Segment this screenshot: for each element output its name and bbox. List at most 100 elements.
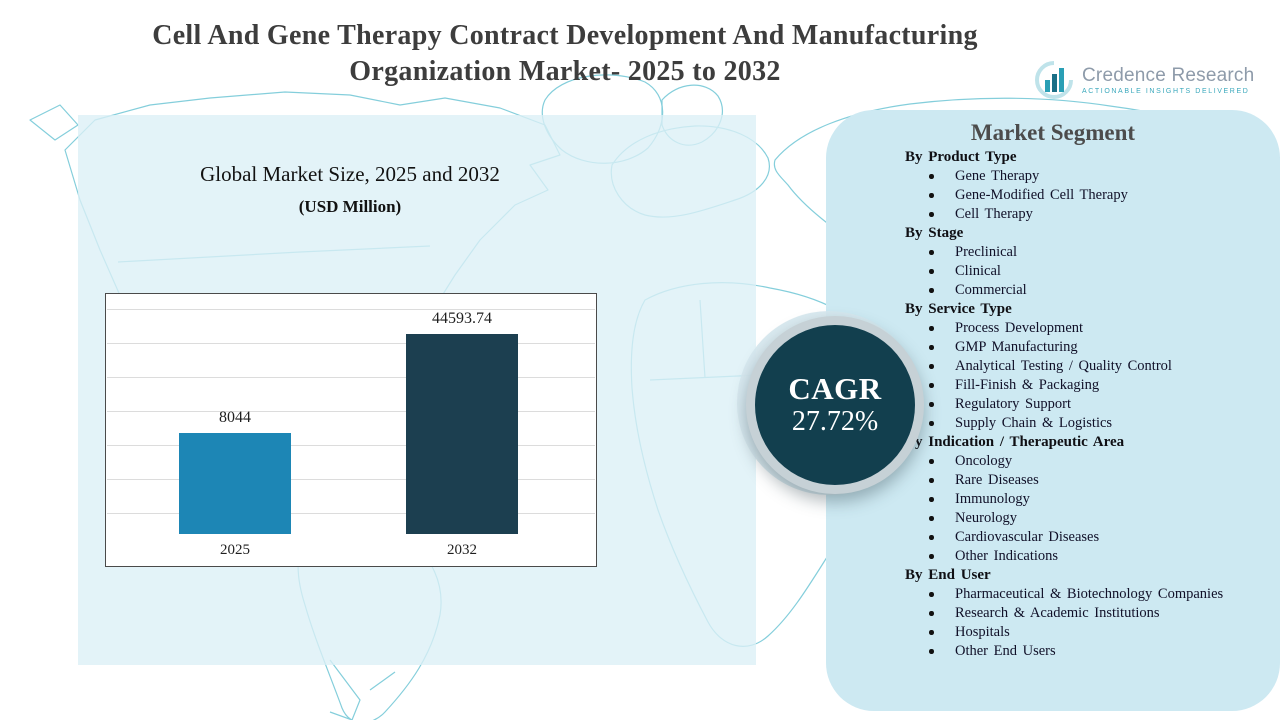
segment-heading: By Stage: [905, 225, 964, 241]
list-item: Neurology: [905, 509, 1266, 528]
cagr-badge: CAGR 27.72%: [746, 316, 924, 494]
segment-heading: By Product Type: [905, 149, 1017, 165]
list-item: Process Development: [905, 319, 1266, 338]
list-item-label: GMP Manufacturing: [955, 339, 1078, 355]
bullet-icon: [929, 649, 934, 654]
list-item-label: Clinical: [955, 263, 1001, 279]
segment-group-service-type: By Service Type Process Development GMP …: [905, 300, 1266, 433]
list-item-label: Preclinical: [955, 244, 1018, 260]
page-title: Cell And Gene Therapy Contract Developme…: [60, 18, 1070, 90]
segment-heading: By End User: [905, 567, 991, 583]
brand-logo: Credence Research Actionable Insights De…: [1034, 60, 1270, 100]
cagr-label: CAGR: [788, 371, 882, 406]
list-item: GMP Manufacturing: [905, 338, 1266, 357]
bar-2025: [179, 433, 291, 534]
list-item-label: Cell Therapy: [955, 206, 1033, 222]
list-item: Preclinical: [905, 243, 1266, 262]
list-item: Pharmaceutical & Biotechnology Companies: [905, 585, 1266, 604]
segment-list: Pharmaceutical & Biotechnology Companies…: [905, 585, 1266, 661]
list-item: Oncology: [905, 452, 1266, 471]
list-item: Rare Diseases: [905, 471, 1266, 490]
list-item: Analytical Testing / Quality Control: [905, 357, 1266, 376]
page-title-line-1: Cell And Gene Therapy Contract Developme…: [152, 20, 978, 51]
list-item-label: Commercial: [955, 282, 1027, 298]
bullet-icon: [929, 288, 934, 293]
bullet-icon: [929, 250, 934, 255]
list-item: Immunology: [905, 490, 1266, 509]
segment-group-indication: By Indication / Therapeutic Area Oncolog…: [905, 433, 1266, 566]
bullet-icon: [929, 497, 934, 502]
bullet-icon: [929, 193, 934, 198]
list-item-label: Supply Chain & Logistics: [955, 415, 1113, 431]
bullet-icon: [929, 269, 934, 274]
bullet-icon: [929, 383, 934, 388]
market-segment-title: Market Segment: [970, 120, 1136, 145]
list-item-label: Oncology: [955, 453, 1013, 469]
bar-value-label-2032: 44593.74: [432, 310, 492, 327]
list-item-label: Hospitals: [955, 624, 1010, 640]
x-axis-label-2025: 2025: [220, 542, 250, 558]
list-item-label: Gene-Modified Cell Therapy: [955, 187, 1128, 203]
segment-heading: By Service Type: [905, 301, 1012, 317]
list-item: Gene-Modified Cell Therapy: [905, 186, 1266, 205]
list-item: Research & Academic Institutions: [905, 604, 1266, 623]
bullet-icon: [929, 554, 934, 559]
bullet-icon: [929, 630, 934, 635]
bar-value-label-2025: 8044: [219, 409, 251, 426]
list-item: Other End Users: [905, 642, 1266, 661]
list-item: Supply Chain & Logistics: [905, 414, 1266, 433]
bullet-icon: [929, 592, 934, 597]
list-item: Clinical: [905, 262, 1266, 281]
segment-group-product-type: By Product Type Gene Therapy Gene-Modifi…: [905, 148, 1266, 224]
market-segment-content: By Product Type Gene Therapy Gene-Modifi…: [905, 148, 1266, 661]
bullet-icon: [929, 402, 934, 407]
list-item: Hospitals: [905, 623, 1266, 642]
list-item-label: Analytical Testing / Quality Control: [955, 358, 1172, 374]
list-item-label: Immunology: [955, 491, 1030, 507]
segment-heading: By Indication / Therapeutic Area: [905, 434, 1125, 450]
brand-logo-text: Credence Research Actionable Insights De…: [1082, 65, 1254, 95]
bullet-icon: [929, 174, 934, 179]
brand-name: Credence Research: [1082, 65, 1255, 86]
list-item-label: Gene Therapy: [955, 168, 1040, 184]
bullet-icon: [929, 345, 934, 350]
list-item-label: Pharmaceutical & Biotechnology Companies: [955, 586, 1224, 602]
list-item: Regulatory Support: [905, 395, 1266, 414]
segment-list: Process Development GMP Manufacturing An…: [905, 319, 1266, 433]
list-item-label: Neurology: [955, 510, 1018, 526]
credence-logo-icon: [1035, 61, 1073, 99]
bar-2032: [406, 334, 518, 534]
bullet-icon: [929, 212, 934, 217]
list-item-label: Fill-Finish & Packaging: [955, 377, 1100, 393]
segment-list: Gene Therapy Gene-Modified Cell Therapy …: [905, 167, 1266, 224]
bullet-icon: [929, 326, 934, 331]
bullet-icon: [929, 364, 934, 369]
bullet-icon: [929, 421, 934, 426]
brand-tagline: Actionable Insights Delivered: [1082, 88, 1250, 95]
chart-subtitle: (USD Million): [298, 197, 402, 216]
list-item: Commercial: [905, 281, 1266, 300]
segment-group-stage: By Stage Preclinical Clinical Commercial: [905, 224, 1266, 300]
bar-chart: 8044 44593.74 2025 2032: [105, 293, 597, 567]
segment-group-end-user: By End User Pharmaceutical & Biotechnolo…: [905, 566, 1266, 661]
x-axis-label-2032: 2032: [447, 542, 477, 558]
list-item-label: Regulatory Support: [955, 396, 1071, 412]
bullet-icon: [929, 478, 934, 483]
list-item: Fill-Finish & Packaging: [905, 376, 1266, 395]
list-item-label: Rare Diseases: [955, 472, 1039, 488]
bullet-icon: [929, 535, 934, 540]
list-item: Gene Therapy: [905, 167, 1266, 186]
list-item-label: Other End Users: [955, 643, 1056, 659]
cagr-value: 27.72%: [791, 406, 879, 437]
chart-title: Global Market Size, 2025 and 2032: [200, 162, 500, 186]
bullet-icon: [929, 459, 934, 464]
segment-list: Preclinical Clinical Commercial: [905, 243, 1266, 300]
list-item-label: Process Development: [955, 320, 1084, 336]
list-item: Other Indications: [905, 547, 1266, 566]
list-item: Cardiovascular Diseases: [905, 528, 1266, 547]
list-item-label: Research & Academic Institutions: [955, 605, 1160, 621]
list-item: Cell Therapy: [905, 205, 1266, 224]
bullet-icon: [929, 516, 934, 521]
list-item-label: Other Indications: [955, 548, 1059, 564]
